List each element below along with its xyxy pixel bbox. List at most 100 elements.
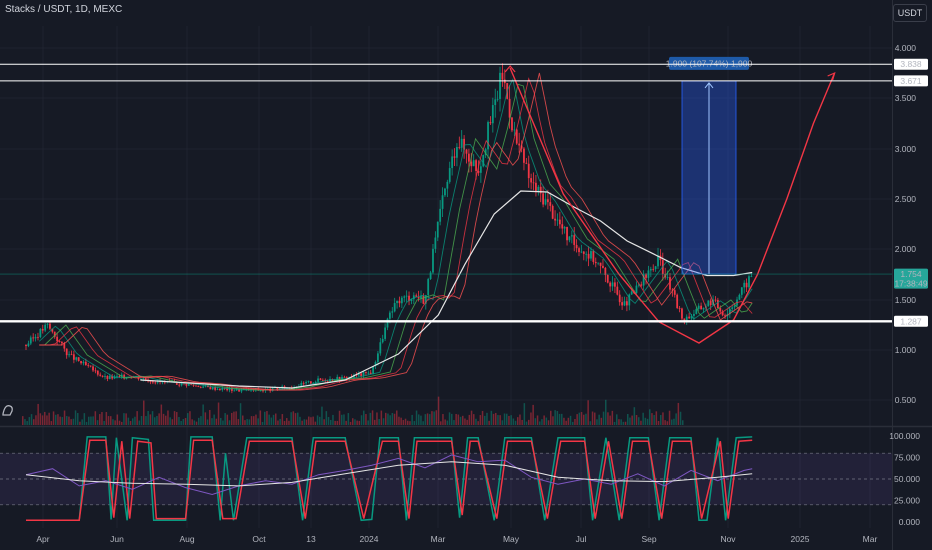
price-axis-tick: 2.000 (895, 244, 917, 254)
oscillator-axis-tick: 100.000 (889, 431, 920, 441)
volume-bar (193, 420, 196, 425)
price-candle (56, 336, 59, 342)
price-candle (149, 381, 152, 383)
price-candle (566, 227, 568, 241)
price-candle (558, 219, 561, 225)
volume-bar (448, 412, 451, 425)
price-candle (702, 307, 705, 310)
volume-bar (314, 421, 317, 425)
price-candle (575, 244, 578, 249)
price-candle (185, 383, 188, 386)
price-tag (894, 268, 928, 289)
volume-bar (28, 417, 31, 425)
price-candle (458, 146, 461, 148)
price-candle (412, 295, 415, 300)
volume-bar (389, 415, 391, 425)
volume-bar (541, 419, 543, 425)
volume-bar (679, 411, 682, 425)
time-axis: Apr Jun Aug Oct 13 2024 Mar May Jul Sep Nov 2025 Mar (36, 534, 877, 544)
volume-bar (134, 416, 136, 425)
volume-bar (116, 414, 119, 425)
volume-bar (211, 418, 213, 425)
volume-bar (85, 421, 88, 425)
price-candle (94, 370, 97, 372)
volume-bar (609, 415, 611, 425)
volume-bar (325, 411, 328, 425)
volume-bar (323, 419, 325, 425)
volume-bar (198, 417, 200, 425)
volume-bar (160, 404, 163, 425)
volume-bar (224, 413, 226, 425)
price-candle (53, 331, 56, 337)
volume-bar (675, 413, 677, 425)
price-candle (116, 376, 118, 377)
volume-bar (662, 412, 664, 425)
volume-bar (503, 413, 506, 425)
time-axis-tick: Aug (179, 534, 194, 544)
volume-bar (528, 419, 530, 425)
volume-bar (583, 414, 585, 425)
moving-average-ribbon (39, 77, 753, 391)
volume-bar (272, 414, 275, 425)
price-candle (357, 373, 360, 376)
price-candle (654, 266, 657, 270)
volume-bar (121, 421, 123, 425)
moving-average-200-line (140, 190, 753, 389)
volume-bar (462, 415, 464, 425)
volume-bar (385, 412, 387, 425)
price-candle (721, 311, 724, 316)
volume-bar (629, 417, 631, 425)
price-candle (326, 381, 329, 382)
volume-bar (39, 413, 42, 425)
volume-bar (169, 417, 171, 425)
price-candle (570, 235, 573, 237)
volume-bar (184, 418, 187, 425)
volume-bar (96, 420, 99, 425)
volume-bar (565, 420, 567, 425)
volume-bar (627, 413, 629, 425)
price-candle (417, 296, 420, 299)
volume-bar (378, 419, 380, 425)
volume-bar (622, 421, 625, 425)
volume-bar (517, 417, 519, 425)
price-candle (388, 312, 391, 319)
volume-bar (488, 420, 490, 425)
volume-bar (136, 411, 138, 425)
price-candle (420, 295, 422, 299)
measure-arrow-icon (704, 82, 714, 89)
price-candle (594, 261, 597, 264)
volume-bar (66, 416, 68, 425)
volume-bar (589, 421, 592, 425)
volume-bar (587, 400, 589, 425)
price-candle (187, 384, 190, 386)
price-axis-tick: 3.000 (895, 144, 917, 154)
volume-bar (180, 420, 182, 425)
price-candle (367, 372, 370, 374)
volume-bar (358, 420, 361, 425)
volume-bar (55, 414, 57, 425)
volume-bar (266, 411, 268, 425)
price-candle (300, 382, 303, 387)
price-candle (190, 384, 193, 385)
price-candle (343, 376, 346, 378)
price-candle (695, 308, 698, 314)
price-candle (697, 305, 700, 309)
volume-bar (508, 415, 510, 425)
volume-bar (356, 420, 358, 425)
volume-bar (330, 419, 332, 425)
price-measure-tool: 1.900 (107.74%) 1,900 (666, 56, 753, 275)
price-candle (82, 361, 85, 364)
price-candle (666, 277, 669, 278)
price-candle (63, 343, 66, 349)
volume-bar (367, 420, 369, 425)
price-candle (434, 237, 437, 249)
volume-bar (138, 420, 141, 425)
price-candle (537, 186, 540, 192)
currency-button[interactable]: USDT (893, 4, 927, 22)
volume-bar (380, 410, 383, 425)
price-candle (405, 295, 408, 297)
volume-bar (534, 418, 537, 425)
volume-bar (343, 414, 345, 425)
measure-label-box (669, 56, 749, 70)
